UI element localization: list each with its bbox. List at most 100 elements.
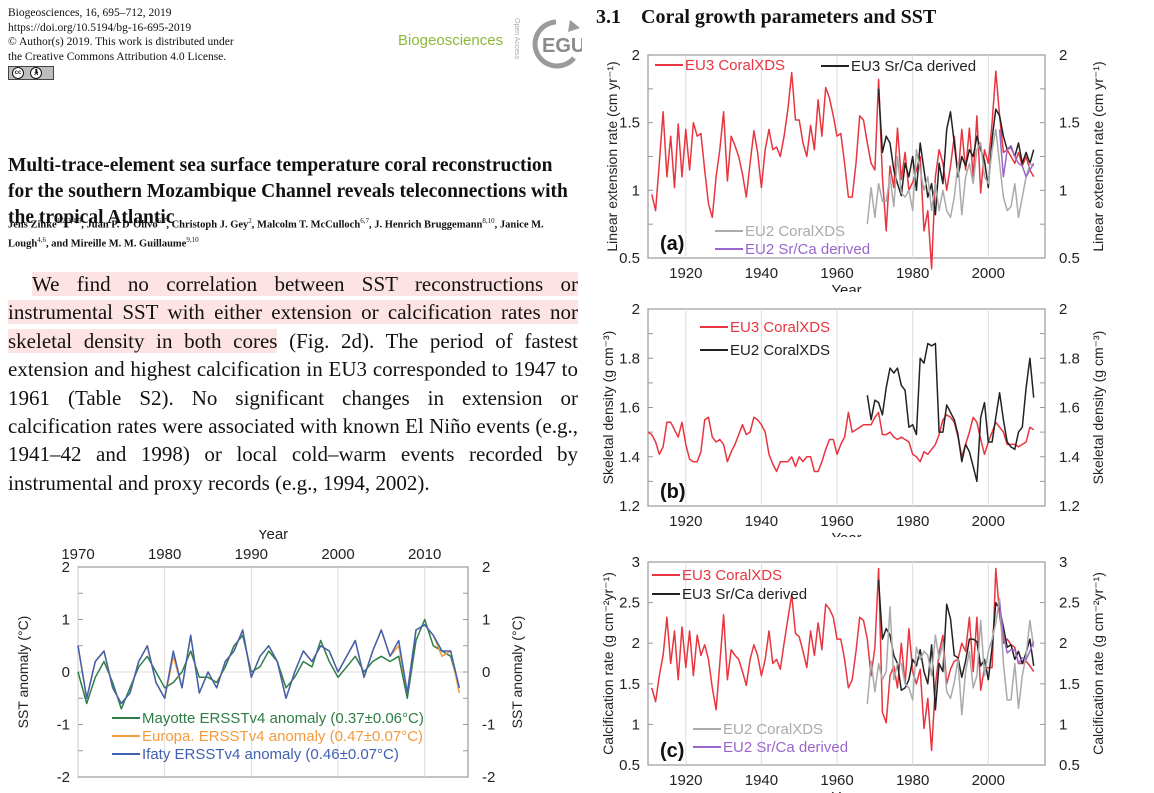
legend-label: EU2 CoralXDS: [745, 223, 845, 240]
y-tick-label: 2: [632, 635, 640, 652]
y-axis-label-right: SST anomaly (°C): [509, 616, 525, 729]
series-line: [866, 128, 1035, 225]
y-axis-label: Linear extension rate (cm yr⁻¹): [604, 61, 620, 251]
author-affiliation: 2: [248, 217, 252, 225]
x-tick-label: 1980: [148, 546, 181, 563]
x-tick-label: 1920: [669, 265, 702, 282]
skeletal-density-chart: 1920 1940 1960 1980 2000 1.2 1.2 1.4 1.4 1.6 1.6 1.…: [600, 301, 1106, 537]
y-tick-label: 2: [632, 301, 640, 318]
series-line: [647, 411, 1035, 473]
y-tick-label-right: -2: [482, 769, 495, 786]
x-tick-label: 1960: [820, 772, 853, 789]
doi-link[interactable]: https://doi.org/10.5194/bg-16-695-2019: [8, 21, 192, 34]
y-tick-label: 2.5: [619, 595, 640, 612]
y-axis-label-right: Linear extension rate (cm yr⁻¹): [1090, 61, 1106, 251]
plot-frame: [647, 308, 1046, 507]
author-name: Christoph J. Gey: [171, 219, 249, 231]
y-tick-label-right: 2: [1059, 301, 1067, 318]
article-title: Multi-trace-element sea surface temperat…: [8, 155, 568, 228]
extension-rate-chart: 1920 1940 1960 1980 2000 0.5 0.5 1 1 1.5 1.5 2 2 Year…: [604, 47, 1106, 292]
x-axis-label: Year: [831, 530, 861, 537]
author-list: Jens Zinke1,2,3,4,5, Juan P. D’Olivo6,7,…: [8, 217, 544, 250]
y-tick-label: 1.4: [619, 449, 640, 466]
x-tick-label: 2010: [408, 546, 441, 563]
y-tick-label-right: 0: [482, 664, 490, 681]
x-tick-label: 1970: [61, 546, 94, 563]
series-line: [998, 129, 1035, 178]
legend-label: EU3 CoralXDS: [685, 57, 785, 74]
author-affiliation: 4,6: [37, 235, 46, 244]
panel-label: (c): [660, 740, 684, 762]
author-affiliation: 8,10: [482, 217, 495, 225]
y-tick-label: 1.2: [619, 498, 640, 515]
y-tick-label: 2: [632, 47, 640, 64]
author-name: Malcolm T. McCulloch: [257, 219, 361, 231]
y-axis-label-right: Skeletal density (g cm⁻³): [1090, 331, 1106, 485]
x-tick-label: 1990: [235, 546, 268, 563]
legend-label: EU2 CoralXDS: [723, 721, 823, 738]
plot-frame: [647, 54, 1046, 259]
y-tick-label: 1.5: [619, 676, 640, 693]
author-name: Janice M. Lough: [8, 219, 544, 250]
series-line: [877, 579, 1035, 711]
body-paragraph: We find no correlation between SST recon…: [8, 270, 578, 497]
x-tick-label: 1940: [745, 513, 778, 530]
y-tick-label: 1: [632, 182, 640, 199]
x-tick-label: 1920: [669, 513, 702, 530]
series-line: [998, 602, 1035, 665]
paragraph-text: (Fig. 2d). The period of fastest extensi…: [8, 328, 579, 495]
y-tick-label: 0.5: [619, 757, 640, 774]
series-line: [651, 70, 1035, 270]
sst-anomaly-chart: 1970 1980 1990 2000 2010 -2 -2 -1 -1 0 0 1 1 2 2 Year SS…: [15, 530, 525, 786]
legend-label: EU3 CoralXDS: [682, 567, 782, 584]
x-tick-label: 1940: [745, 772, 778, 789]
legend-label: EU3 Sr/Ca derived: [682, 586, 807, 603]
y-tick-label-right: 2.5: [1059, 595, 1080, 612]
panel-label: (b): [660, 481, 686, 503]
series-line: [651, 567, 1035, 752]
y-tick-label: 1.6: [619, 400, 640, 417]
y-tick-label-right: 1: [1059, 182, 1067, 199]
x-tick-label: 1960: [820, 513, 853, 530]
y-tick-label: 3: [632, 554, 640, 571]
egu-logo-text: EGU: [542, 35, 582, 57]
x-tick-label: 1960: [820, 265, 853, 282]
y-tick-label: 1: [632, 716, 640, 733]
x-axis-label: Year: [831, 282, 861, 292]
y-tick-label: 1.8: [619, 350, 640, 367]
y-tick-label-right: 1.5: [1059, 115, 1080, 132]
open-access-label: Open Access: [513, 18, 520, 60]
legend-label: EU3 Sr/Ca derived: [851, 58, 976, 75]
y-tick-label-right: -1: [482, 717, 495, 734]
x-tick-label: 1980: [896, 772, 929, 789]
y-tick-label-right: 1.8: [1059, 350, 1080, 367]
x-tick-label: 2000: [972, 772, 1005, 789]
x-tick-label: 1920: [669, 772, 702, 789]
legend-label: Mayotte ERSSTv4 anomaly (0.37±0.06°C): [142, 710, 424, 727]
license-line: the Creative Commons Attribution 4.0 Lic…: [8, 50, 227, 63]
author-name: and Mireille M. M. Guillaume: [51, 238, 187, 249]
y-tick-label-right: 2: [1059, 635, 1067, 652]
citation-header: Biogeosciences, 16, 695–712, 2019 https:…: [8, 6, 234, 64]
x-tick-label: 2000: [972, 513, 1005, 530]
x-tick-label: 1980: [896, 265, 929, 282]
cc-by-license-icon[interactable]: cc 🚶︎: [8, 66, 54, 80]
author-affiliation: 6,7: [157, 217, 167, 225]
author-affiliation: 1,2,3,4,5: [56, 217, 82, 225]
y-tick-label-right: 2: [482, 559, 490, 576]
x-tick-label: 1940: [745, 265, 778, 282]
y-tick-label: 1.5: [619, 115, 640, 132]
legend-label: EU3 CoralXDS: [730, 319, 830, 336]
legend-label: EU2 Sr/Ca derived: [745, 241, 870, 258]
y-tick-label-right: 1: [1059, 716, 1067, 733]
by-icon: 🚶︎: [30, 67, 42, 79]
y-tick-label-right: 1.6: [1059, 400, 1080, 417]
panel-label: (a): [660, 233, 684, 255]
y-tick-label-right: 1.5: [1059, 676, 1080, 693]
y-tick-label-right: 1.2: [1059, 498, 1080, 515]
y-tick-label-right: 0.5: [1059, 250, 1080, 267]
author-affiliation: 6,7: [360, 217, 369, 225]
x-axis-label: Year: [831, 789, 861, 793]
author-name: Jens Zinke: [8, 219, 57, 231]
series-line: [866, 597, 1035, 716]
